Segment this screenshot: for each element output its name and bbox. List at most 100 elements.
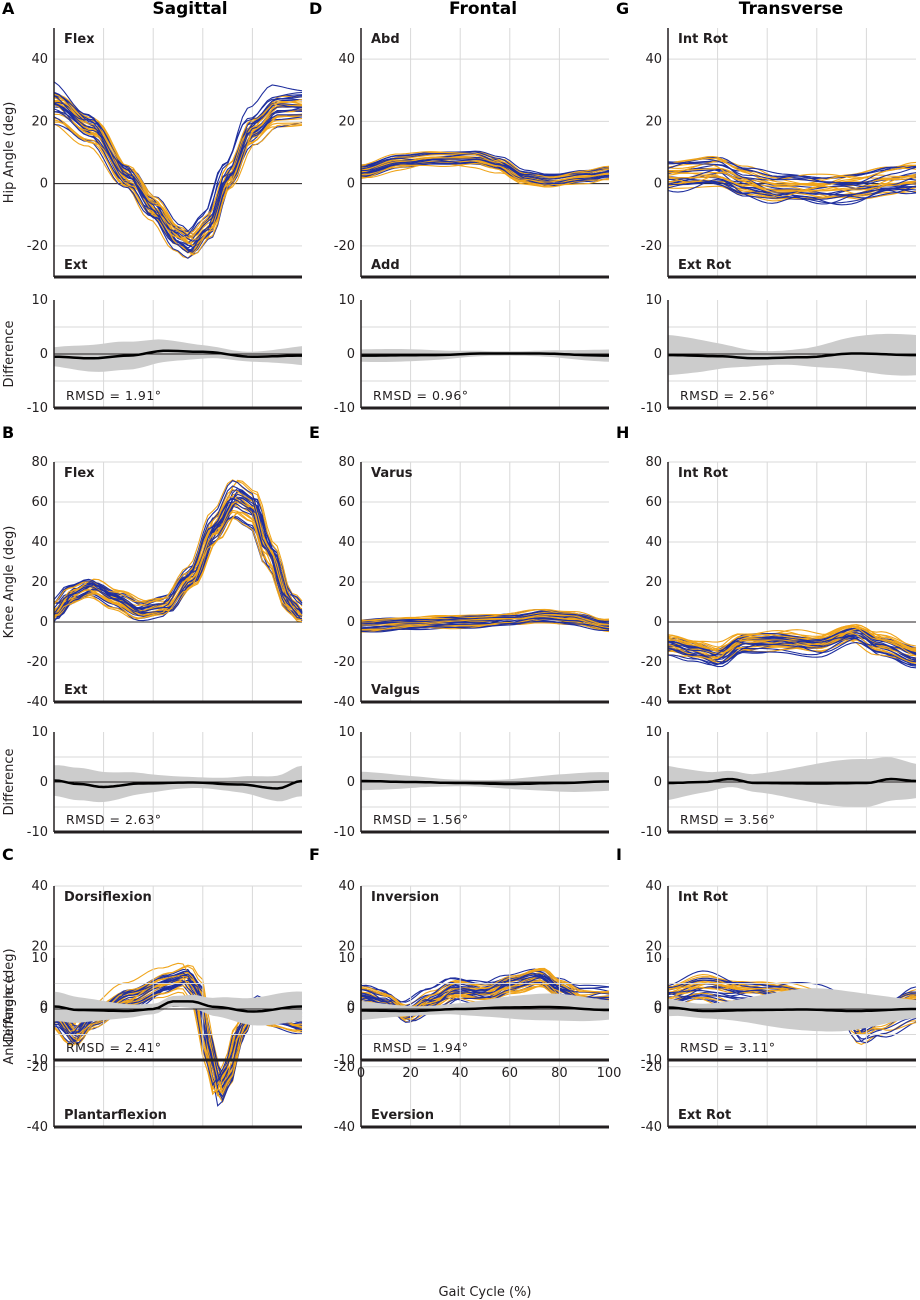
direction-label-top: Inversion [371,890,439,905]
y-tick-label: 0 [347,1000,355,1015]
y-tick-label: 40 [31,879,48,894]
direction-label-bottom: Ext [64,258,87,273]
diff-y-tick-label: 0 [40,1002,48,1017]
diff-y-tick-label: 10 [338,293,355,308]
y-tick-label: 40 [338,879,355,894]
y-tick-label: 0 [654,177,662,192]
series-line-group-a [53,979,303,1087]
series-line-group-a [667,634,917,659]
y-tick-label: -20 [641,655,662,670]
direction-label-top: Int Rot [678,466,728,481]
y-tick-label: -20 [641,1060,662,1075]
x-tick-label: 80 [551,1066,568,1081]
y-tick-label: -40 [27,1120,48,1135]
direction-label-top: Abd [371,32,400,47]
diff-y-tick-label: 10 [645,293,662,308]
panel-letter: B [2,423,14,442]
series-line-group-a [667,637,917,665]
rmsd-label: RMSD = 1.91° [66,388,162,403]
x-tick-label: 20 [402,1066,419,1081]
diff-y-tick-label: -10 [334,825,355,840]
diff-y-tick-label: 0 [40,775,48,790]
panel-B: B -40 -20 0 20 40 60 80 Flex Ext -10 0 10 RMSD = 2.63… [2,423,303,840]
series-line-group-a [361,158,610,185]
y-tick-label: 40 [338,535,355,550]
series-line-group-a [53,91,303,237]
panel-H: H -40 -20 0 20 40 60 80 Int Rot Ext Rot -10 0 10 RMSD… [616,423,917,840]
difference-band [361,349,609,362]
series-line-group-b [360,151,610,179]
y-tick-label: 20 [31,575,48,590]
series-line-group-b [667,626,917,650]
diff-y-tick-label: -10 [27,401,48,416]
diff-y-tick-label: -10 [641,825,662,840]
diff-y-tick-label: -10 [27,1053,48,1068]
series-line-group-a [53,81,303,244]
panel-E: E -40 -20 0 20 40 60 80 Varus Valgus -10 0 10 RMSD = … [309,423,610,840]
series-line-group-a [667,180,917,200]
mean-difference-line [361,1005,609,1013]
y-tick-label: 20 [31,939,48,954]
series-line-group-b [360,162,609,187]
panel-letter: G [616,0,629,18]
diff-y-tick-label: 10 [645,951,662,966]
panel-letter: E [309,423,320,442]
series-line-group-a [53,109,302,249]
series-line-group-a [53,974,303,1083]
mean-difference-line [53,779,303,790]
y-tick-label: -20 [27,239,48,254]
y-tick-label: 80 [338,455,355,470]
mean-difference-line [668,777,917,785]
direction-label-bottom: Plantarflexion [64,1108,167,1123]
mean-difference-line [668,352,916,360]
diff-y-tick-label: 0 [347,347,355,362]
panel-letter: H [616,423,629,442]
y-tick-label: 20 [338,939,355,954]
mean-difference-line [361,352,609,357]
diff-y-tick-label: 10 [338,725,355,740]
series-line-group-b [53,975,303,1104]
direction-label-top: Flex [64,466,95,481]
series-line-group-b [360,616,610,626]
direction-label-top: Flex [64,32,95,47]
y-tick-label: 20 [338,114,355,129]
y-tick-label: -40 [334,1120,355,1135]
difference-axis-label: Difference [2,975,17,1042]
panel-letter: A [2,0,15,18]
y-tick-label: -40 [641,695,662,710]
diff-y-tick-label: 10 [31,725,48,740]
y-tick-label: 60 [645,495,662,510]
mean-difference-line [361,779,609,786]
y-tick-label: -40 [334,695,355,710]
y-tick-label: 0 [654,1000,662,1015]
panel-letter: D [309,0,322,18]
direction-label-top: Int Rot [678,32,728,47]
x-tick-label: 40 [452,1066,469,1081]
mean-difference-line [53,1000,303,1013]
series-line-group-b [667,639,917,660]
plane-title-sagittal: Sagittal [152,0,227,19]
series-line-group-b [360,162,610,186]
y-tick-label: 80 [645,455,662,470]
y-tick-label: 60 [31,495,48,510]
series-line-group-a [667,161,917,179]
difference-axis-label: Difference [2,748,17,815]
rmsd-label: RMSD = 2.63° [66,812,162,827]
panel-letter: I [616,845,622,864]
direction-label-bottom: Ext Rot [678,258,731,273]
y-tick-label: 80 [31,455,48,470]
plane-title-transverse: Transverse [739,0,843,19]
rmsd-label: RMSD = 1.94° [373,1040,469,1055]
series-line-group-b [667,632,917,660]
panel-G: G -20 0 20 40 Int Rot Ext Rot -10 0 10 RMSD = 2.56… [616,0,917,416]
series-line-group-b [667,176,917,192]
direction-label-bottom: Ext Rot [678,1108,731,1123]
rmsd-label: RMSD = 1.56° [373,812,469,827]
y-tick-label: 20 [31,114,48,129]
series-line-group-a [53,487,303,622]
difference-band [668,333,916,376]
direction-label-top: Dorsiflexion [64,890,152,905]
series-line-group-a [53,485,303,617]
y-axis-label: Ankle Angle (deg) [2,948,17,1064]
y-tick-label: 40 [645,535,662,550]
